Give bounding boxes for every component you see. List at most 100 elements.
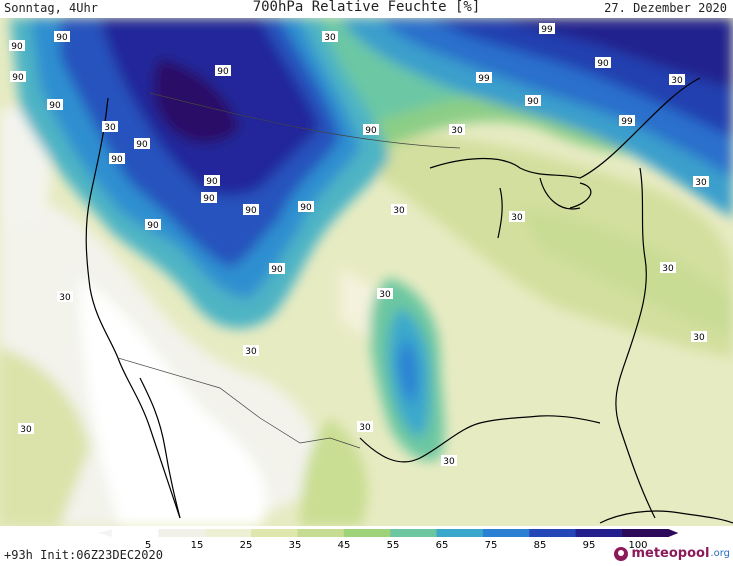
- contour-label: 90: [54, 31, 70, 43]
- svg-text:30: 30: [393, 206, 405, 216]
- colorbar-cell: [112, 529, 159, 537]
- contour-label: 90: [109, 153, 125, 165]
- contour-label: 90: [525, 95, 541, 107]
- coastlines: [85, 77, 733, 524]
- contour-label: 90: [9, 40, 25, 52]
- contour-label: 30: [441, 455, 457, 467]
- contour-label: 99: [539, 23, 555, 35]
- svg-text:90: 90: [49, 101, 61, 111]
- colorbar-tick-label: 75: [485, 540, 498, 550]
- contour-label: 30: [57, 291, 73, 303]
- contour-label: 90: [298, 201, 314, 213]
- svg-text:30: 30: [20, 425, 32, 435]
- contour-label: 99: [476, 72, 492, 84]
- svg-text:30: 30: [451, 126, 463, 136]
- contour-label: 90: [204, 175, 220, 187]
- colorbar-cells: [98, 529, 679, 537]
- contour-label: 90: [47, 99, 63, 111]
- colorbar: 5 15 25 35 45 55 65 75 85 95 100: [98, 529, 679, 550]
- svg-text:90: 90: [365, 126, 377, 136]
- colorbar-cell: [158, 529, 206, 537]
- colorbar-cell: [204, 529, 252, 537]
- svg-text:90: 90: [56, 33, 68, 43]
- svg-text:99: 99: [621, 117, 633, 127]
- contour-label: 30: [102, 121, 118, 133]
- colorbar-arrow-left: [98, 529, 112, 537]
- map-title: 700hPa Relative Feuchte [%]: [252, 0, 481, 15]
- colorbar-cell: [529, 529, 577, 537]
- colorbar-tick-label: 45: [338, 540, 351, 550]
- colorbar-tick-label: 95: [583, 540, 596, 550]
- contour-label: 30: [669, 74, 685, 86]
- brand-name: meteopool: [631, 546, 710, 561]
- svg-text:30: 30: [104, 123, 116, 133]
- footer: 5 15 25 35 45 55 65 75 85 95 100 +93h Init:06Z23DE…: [0, 526, 733, 566]
- svg-text:30: 30: [379, 290, 391, 300]
- contour-label: 30: [18, 423, 34, 435]
- svg-text:90: 90: [147, 221, 159, 231]
- svg-text:90: 90: [206, 177, 218, 187]
- political-borders: [117, 92, 461, 449]
- humidity-map: 90 90 90 90 90 90 90 90 90 90 90 90 90 9…: [0, 18, 733, 526]
- colorbar-ticks: 5 15 25 35 45 55 65 75 85 95 100: [145, 540, 648, 550]
- contour-label: 90: [595, 57, 611, 69]
- map-canvas: 90 90 90 90 90 90 90 90 90 90 90 90 90 9…: [0, 18, 733, 526]
- colorbar-cell: [622, 529, 669, 537]
- contour-label: 30: [509, 211, 525, 223]
- contour-label: 30: [322, 31, 338, 43]
- svg-text:99: 99: [478, 74, 490, 84]
- colorbar-arrow-right: [668, 529, 679, 537]
- svg-text:90: 90: [11, 42, 23, 52]
- contour-label: 30: [391, 204, 407, 216]
- run-info: +93h Init:06Z23DEC2020: [4, 548, 163, 562]
- svg-text:30: 30: [324, 33, 336, 43]
- colorbar-tick-label: 55: [387, 540, 400, 550]
- colorbar-cell: [390, 529, 438, 537]
- colorbar-tick-label: 25: [240, 540, 253, 550]
- svg-text:30: 30: [695, 178, 707, 188]
- colorbar-tick-label: 100: [628, 540, 647, 550]
- contour-label: 30: [243, 345, 259, 357]
- contour-label: 30: [377, 288, 393, 300]
- contour-label: 30: [693, 176, 709, 188]
- contour-label: 30: [449, 124, 465, 136]
- colorbar-cell: [482, 529, 530, 537]
- forecast-date: 27. Dezember 2020: [604, 1, 727, 15]
- svg-text:90: 90: [12, 73, 24, 83]
- svg-text:30: 30: [245, 347, 257, 357]
- colorbar-cell: [251, 529, 298, 537]
- colorbar-tick-label: 65: [436, 540, 449, 550]
- svg-text:30: 30: [671, 76, 683, 86]
- svg-text:30: 30: [662, 264, 674, 274]
- colorbar-tick-label: 15: [191, 540, 204, 550]
- svg-text:90: 90: [217, 67, 229, 77]
- svg-text:90: 90: [300, 203, 312, 213]
- contour-label: 90: [363, 124, 379, 136]
- contour-label: 90: [145, 219, 161, 231]
- contour-label: 90: [201, 192, 217, 204]
- svg-text:30: 30: [359, 423, 371, 433]
- svg-text:30: 30: [511, 213, 523, 223]
- svg-text:90: 90: [136, 140, 148, 150]
- contour-label: 90: [10, 71, 26, 83]
- svg-text:90: 90: [203, 194, 215, 204]
- svg-text:90: 90: [245, 206, 257, 216]
- contour-label: 30: [691, 331, 707, 343]
- contour-label: 90: [269, 263, 285, 275]
- contour-labels: 90 90 90 90 90 90 90 90 90 90 90 90 90 9…: [9, 23, 709, 467]
- colorbar-cell: [297, 529, 345, 537]
- svg-text:30: 30: [443, 457, 455, 467]
- colorbar-tick-label: 5: [145, 540, 151, 550]
- contour-label: 99: [619, 115, 635, 127]
- svg-text:90: 90: [527, 97, 539, 107]
- svg-text:30: 30: [693, 333, 705, 343]
- brand-tld: .org: [710, 548, 730, 559]
- contour-label: 90: [243, 204, 259, 216]
- forecast-time: Sonntag, 4Uhr: [4, 1, 98, 15]
- colorbar-tick-label: 35: [289, 540, 302, 550]
- meteopool-logo-icon: [614, 546, 629, 561]
- contour-label: 90: [215, 65, 231, 77]
- svg-text:30: 30: [59, 293, 71, 303]
- colorbar-cell: [575, 529, 623, 537]
- colorbar-cell: [436, 529, 484, 537]
